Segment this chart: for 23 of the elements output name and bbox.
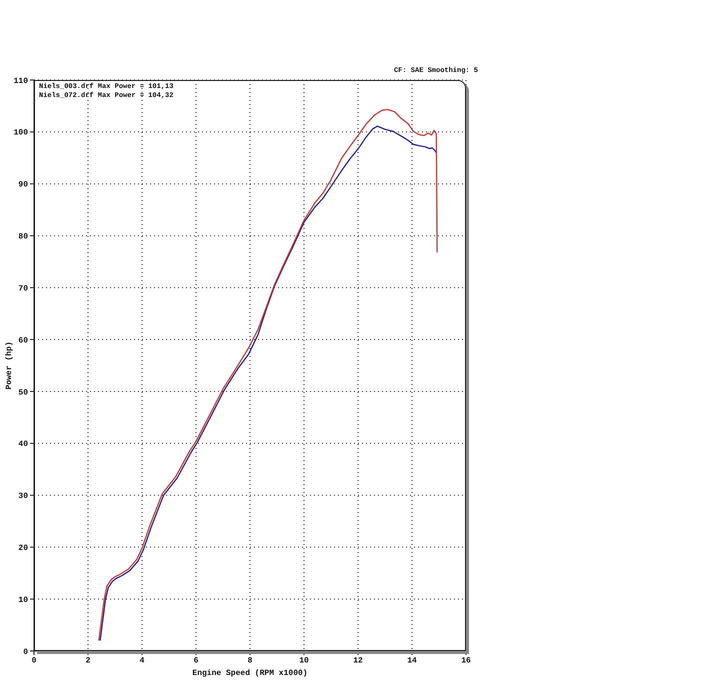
x-tick-label: 6 — [194, 656, 199, 666]
y-tick-label: 80 — [18, 232, 28, 242]
x-tick-label: 12 — [353, 656, 363, 666]
y-tick-label: 50 — [18, 388, 28, 398]
x-tick-label: 0 — [32, 656, 37, 666]
y-tick-label: 40 — [18, 440, 28, 450]
y-tick-label: 20 — [18, 544, 28, 554]
x-tick-label: 16 — [461, 656, 471, 666]
y-tick-label: 60 — [18, 336, 28, 346]
y-tick-label: 70 — [18, 284, 28, 294]
y-tick-label: 30 — [18, 492, 28, 502]
y-tick-label: 90 — [18, 180, 28, 190]
x-tick-label: 4 — [140, 656, 145, 666]
y-tick-label: 100 — [14, 128, 28, 138]
x-tick-label: 14 — [407, 656, 417, 666]
y-tick-label: 10 — [18, 596, 28, 605]
x-tick-label: 8 — [248, 656, 253, 666]
y-tick-label: 110 — [14, 76, 28, 86]
y-tick-label: 0 — [23, 648, 28, 657]
y-axis-title: Power (hp) — [4, 341, 14, 390]
x-tick-label: 2 — [86, 656, 91, 666]
x-axis-title: Engine Speed (RPM x1000) — [192, 669, 308, 678]
x-tick-label: 10 — [299, 656, 309, 666]
